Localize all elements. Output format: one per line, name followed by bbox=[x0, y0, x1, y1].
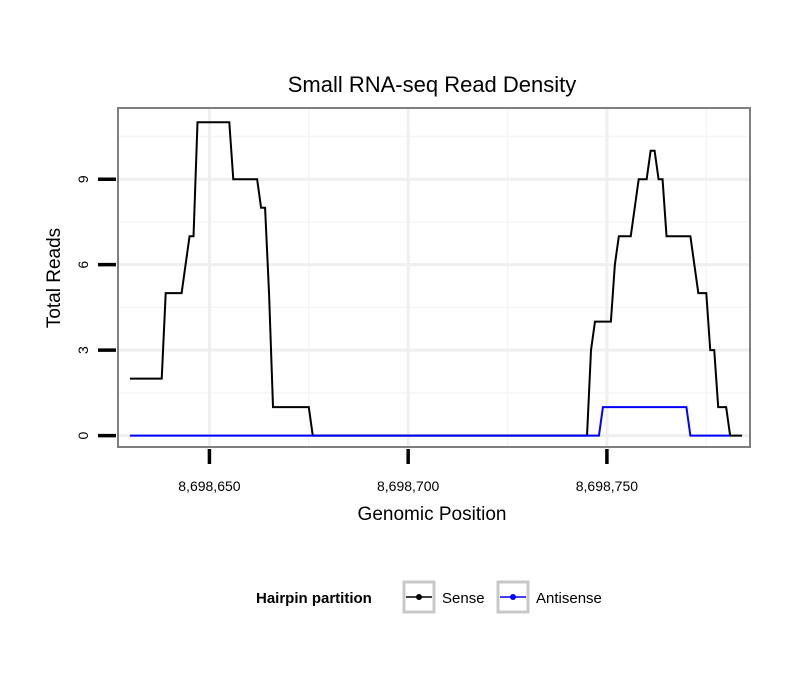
series-layer bbox=[129, 121, 743, 437]
series-line-antisense bbox=[129, 406, 731, 437]
legend-point-antisense bbox=[510, 594, 516, 600]
chart-title: Small RNA-seq Read Density bbox=[288, 72, 577, 97]
x-tick-label: 8,698,650 bbox=[178, 478, 240, 494]
plot-panel bbox=[117, 107, 751, 448]
legend-title: Hairpin partition bbox=[256, 590, 372, 607]
x-tick-label: 8,698,700 bbox=[377, 478, 439, 494]
y-tick-label: 9 bbox=[75, 175, 91, 183]
legend-label-sense: Sense bbox=[442, 590, 485, 607]
y-tick-label: 0 bbox=[75, 432, 91, 440]
x-axis: 8,698,650 8,698,700 8,698,750 bbox=[178, 449, 638, 494]
x-axis-title: Genomic Position bbox=[358, 504, 507, 525]
legend-item-antisense[interactable]: Antisense bbox=[496, 580, 602, 614]
legend: Hairpin partition Sense Antisense bbox=[256, 580, 602, 614]
y-axis: 0 3 6 9 bbox=[75, 175, 116, 440]
legend-label-antisense: Antisense bbox=[536, 590, 602, 607]
y-tick-label: 6 bbox=[75, 261, 91, 269]
x-tick-label: 8,698,750 bbox=[576, 478, 638, 494]
legend-item-sense[interactable]: Sense bbox=[402, 580, 485, 614]
series-line-sense bbox=[129, 121, 743, 437]
panel-border bbox=[117, 107, 751, 448]
legend-point-sense bbox=[416, 594, 422, 600]
y-tick-label: 3 bbox=[75, 346, 91, 354]
y-axis-title: Total Reads bbox=[44, 228, 65, 328]
grid-minor bbox=[118, 108, 750, 447]
